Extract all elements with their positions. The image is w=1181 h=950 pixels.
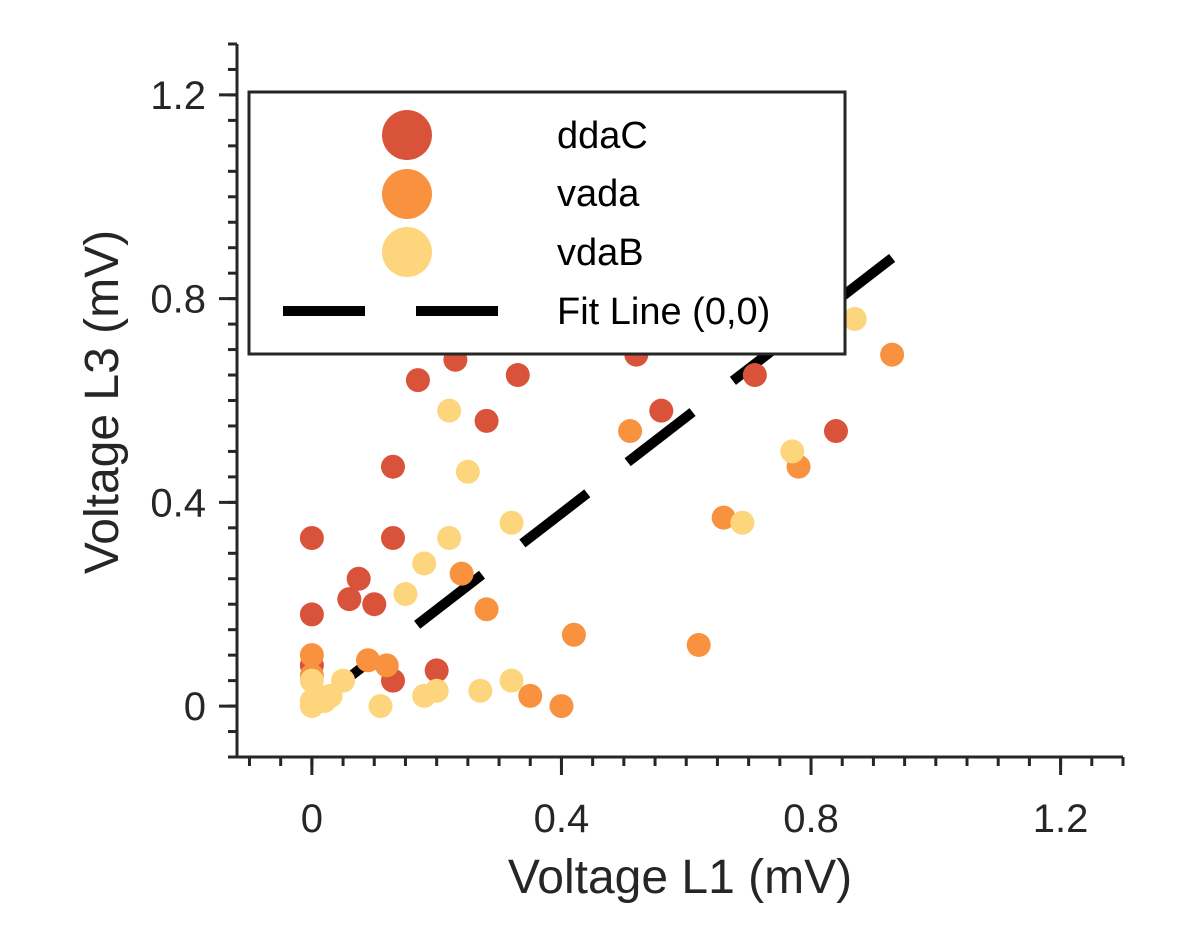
data-point-vdaB [368, 694, 393, 719]
data-point-vdaB [412, 551, 437, 576]
legend-marker-vada [382, 169, 432, 219]
x-tick-label: 0 [301, 797, 323, 841]
data-point-vdaB [842, 307, 867, 332]
data-point-vada [356, 648, 381, 673]
x-tick-label: 1.2 [1033, 797, 1089, 841]
data-point-ddaC [380, 454, 405, 479]
data-point-vada [518, 683, 543, 708]
y-tick-label: 1.2 [150, 74, 206, 118]
data-point-vdaB [437, 526, 462, 551]
axes: 0 0.4 0.8 1.2 0 0.4 0.8 1.2 [150, 42, 1125, 841]
y-tick-label: 0.4 [150, 481, 206, 525]
data-point-ddaC [299, 602, 324, 627]
data-point-vada [374, 653, 399, 678]
data-point-vdaB [424, 678, 449, 703]
legend-label-fit-line: Fit Line (0,0) [557, 291, 770, 333]
x-tick-label: 0.8 [783, 797, 839, 841]
points-layer [299, 307, 905, 719]
data-point-vdaB [331, 668, 356, 693]
legend-marker-vdaB [382, 227, 432, 277]
data-point-ddaC [299, 526, 324, 551]
data-point-vada [561, 622, 586, 647]
legend-label-ddaC: ddaC [557, 115, 648, 157]
data-point-vdaB [455, 459, 480, 484]
y-tick-label: 0 [184, 685, 206, 729]
data-point-ddaC [823, 419, 848, 444]
data-point-vada [549, 694, 574, 719]
legend: ddaC vada vdaB Fit Line (0,0) [247, 90, 847, 356]
legend-label-vdaB: vdaB [557, 232, 644, 274]
data-point-vada [474, 597, 499, 622]
data-point-vdaB [299, 668, 324, 693]
data-point-vada [880, 342, 905, 367]
data-point-ddaC [380, 526, 405, 551]
data-point-ddaC [742, 363, 767, 388]
y-tick-label: 0.8 [150, 278, 206, 322]
data-point-ddaC [424, 658, 449, 683]
data-point-vada [711, 505, 736, 530]
data-point-ddaC [649, 398, 674, 423]
legend-label-vada: vada [557, 173, 640, 215]
data-point-vdaB [437, 398, 462, 423]
data-point-vdaB [780, 439, 805, 464]
data-point-vdaB [468, 678, 493, 703]
legend-marker-ddaC [382, 110, 432, 160]
data-point-ddaC [505, 363, 530, 388]
data-point-ddaC [405, 368, 430, 393]
data-point-ddaC [337, 587, 362, 612]
data-point-vada [299, 643, 324, 668]
data-point-vada [449, 561, 474, 586]
data-point-vdaB [499, 510, 524, 535]
data-point-vdaB [393, 582, 418, 607]
data-point-ddaC [362, 592, 387, 617]
data-point-vada [686, 632, 711, 657]
y-axis-label: Voltage L3 (mV) [76, 230, 129, 574]
data-point-ddaC [474, 408, 499, 433]
x-tick-label: 0.4 [534, 797, 590, 841]
data-point-vdaB [730, 510, 755, 535]
data-point-vdaB [499, 668, 524, 693]
data-point-ddaC [346, 566, 371, 591]
x-axis-label: Voltage L1 (mV) [508, 851, 852, 904]
data-point-vada [618, 419, 643, 444]
